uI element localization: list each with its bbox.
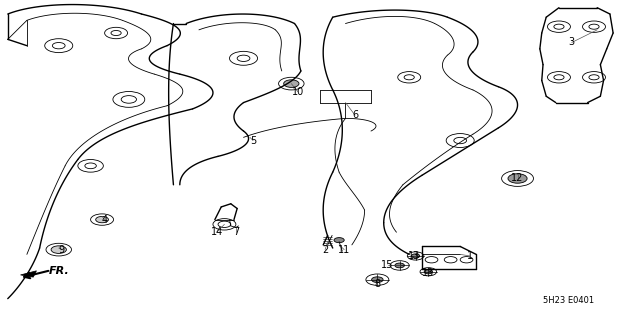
Circle shape bbox=[424, 270, 433, 274]
Text: 4: 4 bbox=[102, 215, 108, 225]
Circle shape bbox=[51, 246, 67, 253]
Text: 2: 2 bbox=[322, 245, 328, 255]
Text: 5H23 E0401: 5H23 E0401 bbox=[543, 296, 594, 305]
Text: 6: 6 bbox=[352, 110, 358, 120]
Text: 3: 3 bbox=[569, 38, 575, 48]
Text: 14: 14 bbox=[211, 227, 223, 237]
Circle shape bbox=[284, 80, 299, 87]
Circle shape bbox=[334, 238, 344, 243]
Text: 7: 7 bbox=[233, 227, 239, 237]
Polygon shape bbox=[20, 271, 36, 277]
Circle shape bbox=[395, 263, 404, 268]
Text: 1: 1 bbox=[467, 251, 473, 261]
Text: 15: 15 bbox=[381, 260, 394, 271]
Text: 12: 12 bbox=[511, 174, 524, 183]
Text: 5: 5 bbox=[250, 136, 256, 145]
Text: 13: 13 bbox=[408, 251, 420, 261]
Text: 8: 8 bbox=[374, 279, 380, 289]
Text: 11: 11 bbox=[338, 245, 350, 255]
Circle shape bbox=[96, 216, 108, 223]
Text: 13: 13 bbox=[422, 268, 435, 278]
Text: FR.: FR. bbox=[49, 266, 70, 276]
Circle shape bbox=[372, 277, 383, 283]
Circle shape bbox=[508, 174, 527, 183]
Circle shape bbox=[412, 254, 420, 258]
Text: 10: 10 bbox=[292, 86, 304, 97]
Text: 9: 9 bbox=[59, 245, 65, 255]
